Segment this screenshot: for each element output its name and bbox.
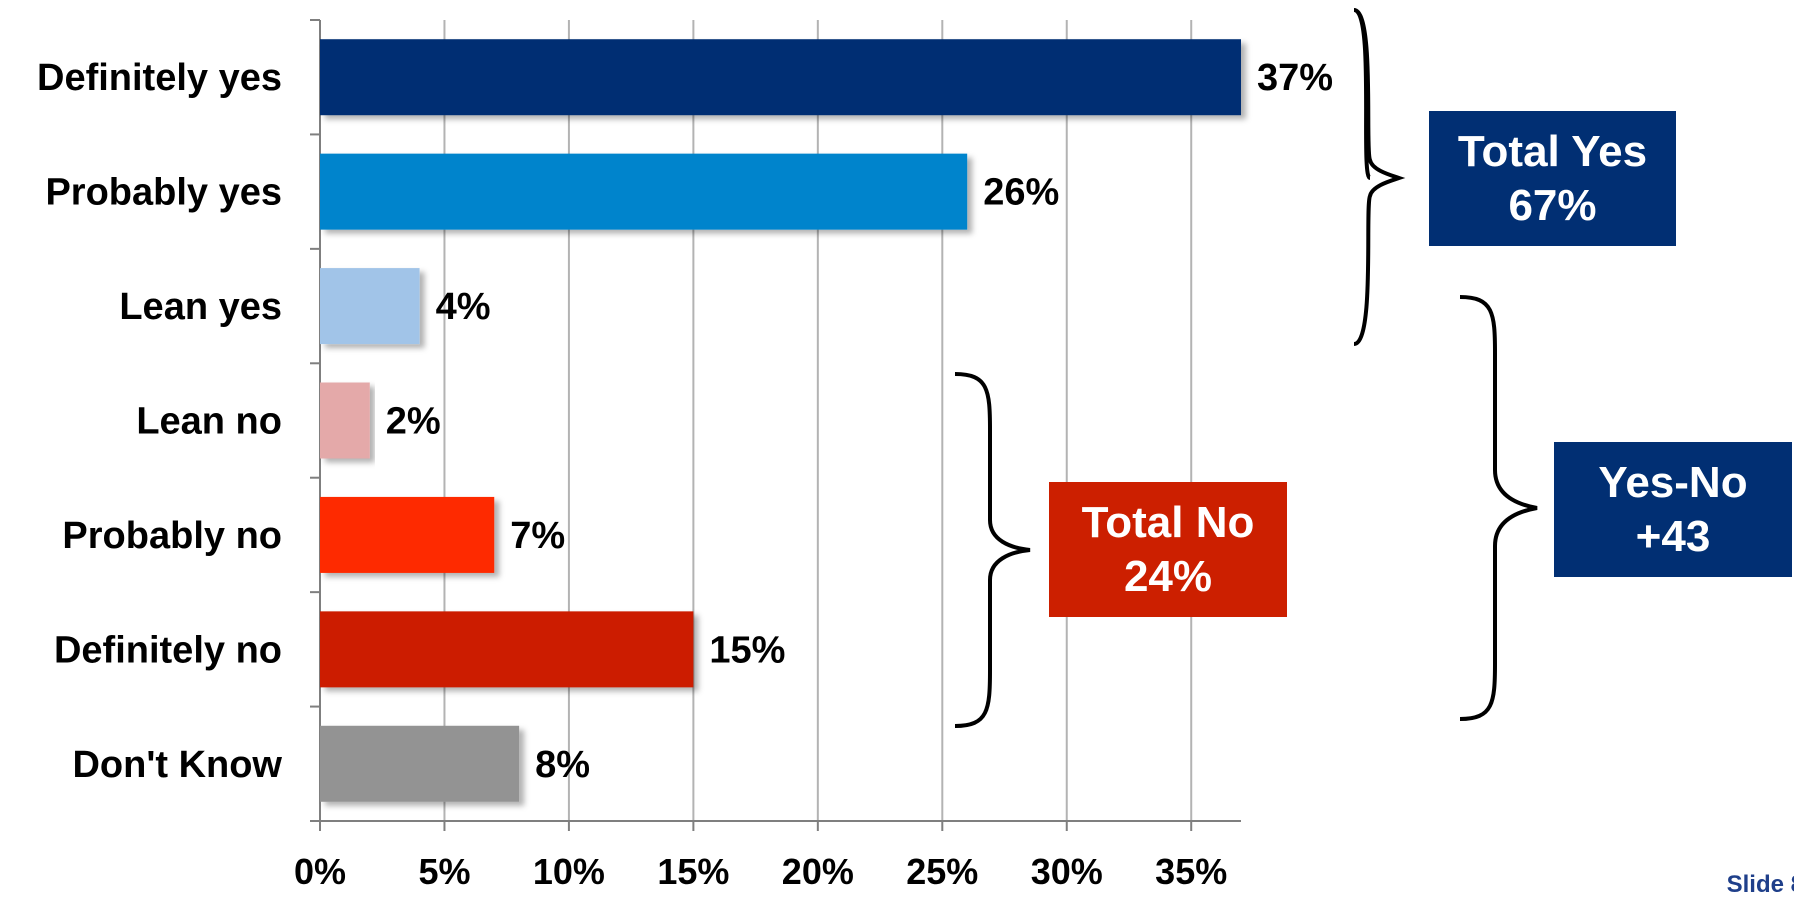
total-yes-brace: [1353, 8, 1406, 346]
bar: [320, 496, 495, 573]
data-label: 37%: [1257, 57, 1333, 99]
slide-number: Slide 8: [1726, 871, 1794, 898]
category-label: Definitely yes: [37, 57, 282, 99]
bar: [320, 611, 694, 688]
x-tick-label: 0%: [294, 851, 346, 892]
yes-minus-no-title: Yes-No: [1598, 457, 1748, 507]
category-labels: Definitely yes Probably yes Lean yes Lean n…: [37, 57, 282, 786]
data-label: 4%: [436, 286, 491, 328]
data-label: 8%: [535, 744, 590, 786]
category-label: Don't Know: [72, 744, 282, 786]
category-label: Probably no: [62, 515, 282, 557]
yes-minus-no-value: +43: [1635, 511, 1711, 561]
bar: [320, 268, 420, 345]
total-yes-value: 67%: [1508, 180, 1597, 230]
total-yes-title: Total Yes: [1457, 126, 1648, 176]
data-label: 26%: [983, 172, 1059, 214]
category-label: Lean yes: [119, 286, 282, 328]
x-tick-label: 30%: [1031, 851, 1103, 892]
x-tick-label: 35%: [1155, 851, 1227, 892]
braces: [954, 8, 1538, 728]
total-no-brace: [954, 372, 1031, 728]
total-no-callout: Total No 24%: [1049, 482, 1287, 617]
yes-minus-no-callout: Yes-No +43: [1554, 442, 1792, 577]
value-labels: 37% 26% 4% 2% 7% 15% 8%: [386, 57, 1333, 786]
total-no-value: 24%: [1123, 551, 1213, 601]
x-tick-label: 15%: [657, 851, 729, 892]
total-yes-callout: Total Yes 67%: [1429, 111, 1676, 246]
bar: [320, 382, 370, 459]
data-label: 15%: [709, 629, 785, 671]
x-tick-label: 25%: [906, 851, 978, 892]
x-tick-label: 5%: [418, 851, 470, 892]
axes: [310, 19, 1241, 831]
x-tick-label: 10%: [533, 851, 605, 892]
category-label: Definitely no: [54, 629, 282, 671]
data-label: 2%: [386, 401, 441, 443]
x-tick-label: 20%: [782, 851, 854, 892]
category-label: Probably yes: [45, 172, 282, 214]
bar: [320, 725, 520, 802]
total-no-title: Total No: [1081, 497, 1255, 547]
gridlines: [443, 20, 1193, 821]
x-tick-labels: 0% 5% 10% 15% 20% 25% 30% 35%: [294, 851, 1227, 892]
bars: [320, 39, 1241, 802]
data-label: 7%: [510, 515, 565, 557]
bar: [320, 39, 1241, 116]
bar: [320, 153, 968, 230]
category-label: Lean no: [136, 401, 282, 443]
yes-no-brace: [1459, 295, 1538, 721]
